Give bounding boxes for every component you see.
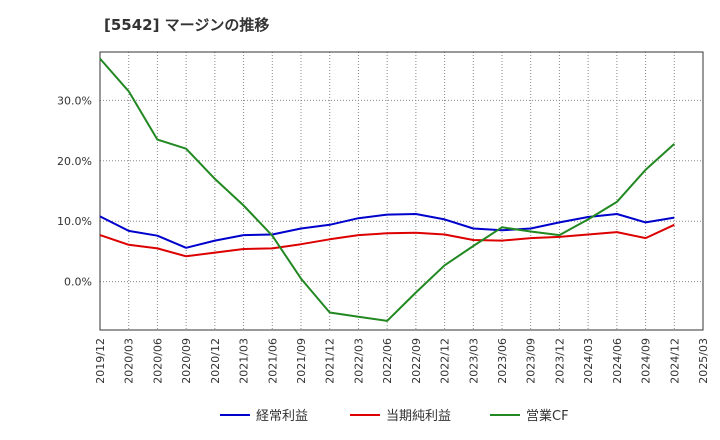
series-line-2	[99, 223, 675, 258]
x-tick-label: 2023/06	[496, 338, 509, 384]
x-tick-label: 2023/12	[553, 338, 566, 384]
series-line-3	[99, 57, 675, 322]
series-line-1	[99, 213, 675, 249]
y-tick-label: 10.0%	[57, 215, 92, 228]
y-tick-label: 20.0%	[57, 155, 92, 168]
x-tick-label: 2024/12	[668, 338, 681, 384]
grid-layer	[100, 52, 703, 330]
legend-label-2: 当期純利益	[386, 409, 451, 424]
x-tick-label: 2020/12	[209, 338, 222, 384]
x-tick-label: 2022/06	[381, 338, 394, 384]
x-tick-label: 2021/03	[238, 338, 251, 384]
x-axis-ticks: 2019/12 2020/03 2020/06 2020/09 2020/12 2021/…	[94, 338, 710, 384]
legend-label-1: 経常利益	[256, 409, 308, 424]
x-tick-label: 2024/09	[640, 338, 653, 384]
x-tick-label: 2020/03	[123, 338, 136, 384]
x-tick-label: 2023/03	[467, 338, 480, 384]
y-tick-label: 30.0%	[57, 94, 92, 107]
plot-background	[100, 52, 703, 330]
y-tick-label: 0.0%	[64, 276, 92, 289]
x-tick-label: 2025/03	[697, 338, 710, 384]
legend: 経常利益 当期純利益 営業CF	[220, 408, 569, 424]
x-tick-label: 2020/09	[180, 338, 193, 384]
x-tick-label: 2021/09	[295, 338, 308, 384]
legend-label-3: 営業CF	[526, 408, 569, 424]
x-tick-label: 2021/06	[266, 338, 279, 384]
x-tick-label: 2022/12	[439, 338, 452, 384]
x-tick-label: 2020/06	[151, 338, 164, 384]
x-tick-label: 2022/09	[410, 338, 423, 384]
series-layer	[99, 57, 675, 322]
x-tick-label: 2024/03	[582, 338, 595, 384]
x-tick-label: 2024/06	[611, 338, 624, 384]
y-axis-ticks: 0.0% 10.0% 20.0% 30.0%	[57, 94, 92, 288]
x-tick-label: 2021/12	[324, 338, 337, 384]
chart-title: [5542] マージンの推移	[104, 16, 270, 34]
x-tick-label: 2022/03	[352, 338, 365, 384]
x-tick-label: 2019/12	[94, 338, 107, 384]
plot-frame	[99, 51, 704, 331]
x-tick-label: 2023/09	[525, 338, 538, 384]
